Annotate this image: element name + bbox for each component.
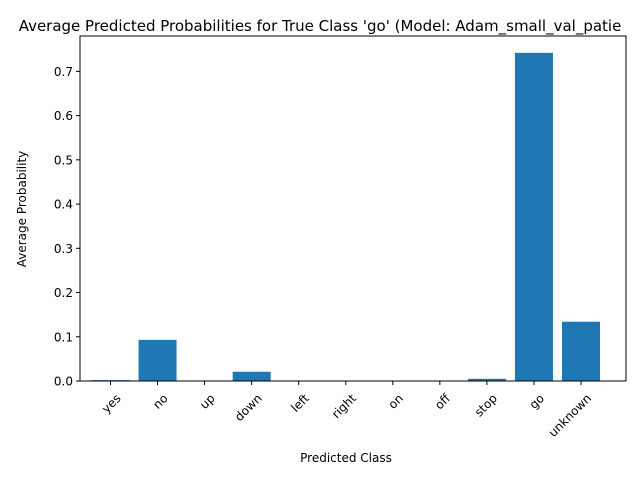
bar-go [514,52,553,382]
bars-group [91,52,600,382]
x-tick-label-right: right [329,391,359,421]
y-tick-label: 0.4 [54,198,73,212]
bar-unknown [562,321,600,381]
x-tick-label-left: left [288,391,312,415]
y-tick-label: 0.2 [54,286,73,300]
y-axis: 0.0 0.1 0.2 0.3 0.4 0.5 0.6 0.7 [54,65,80,389]
bar-no [138,339,177,381]
x-tick-label-go: go [527,391,547,411]
y-axis-label: Average Probability [15,151,29,268]
x-tick-label-unknown: unknown [546,391,594,439]
x-tick-label-on: on [385,391,405,411]
x-tick-label-stop: stop [472,391,500,419]
chart-title: Average Predicted Probabilities for True… [19,17,622,36]
x-tick-label-up: up [197,391,218,412]
y-tick-label: 0.6 [54,109,73,123]
y-tick-label: 0.0 [54,375,73,389]
x-tick-label-no: no [150,391,170,411]
plot-frame [79,35,627,382]
x-tick-label-off: off [432,391,453,412]
y-tick-label: 0.5 [54,153,73,167]
bar-down [232,371,271,381]
x-tick-label-yes: yes [99,391,124,416]
x-axis-label: Predicted Class [300,451,392,465]
x-tick-label-down: down [232,391,265,424]
bar-stop [467,378,506,381]
y-tick-label: 0.1 [54,330,73,344]
y-tick-label: 0.3 [54,242,73,256]
y-tick-label: 0.7 [54,65,73,79]
